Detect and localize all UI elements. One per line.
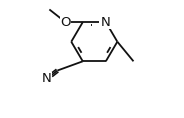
Text: N: N — [101, 16, 111, 29]
Text: N: N — [42, 72, 52, 85]
Text: O: O — [60, 16, 71, 29]
